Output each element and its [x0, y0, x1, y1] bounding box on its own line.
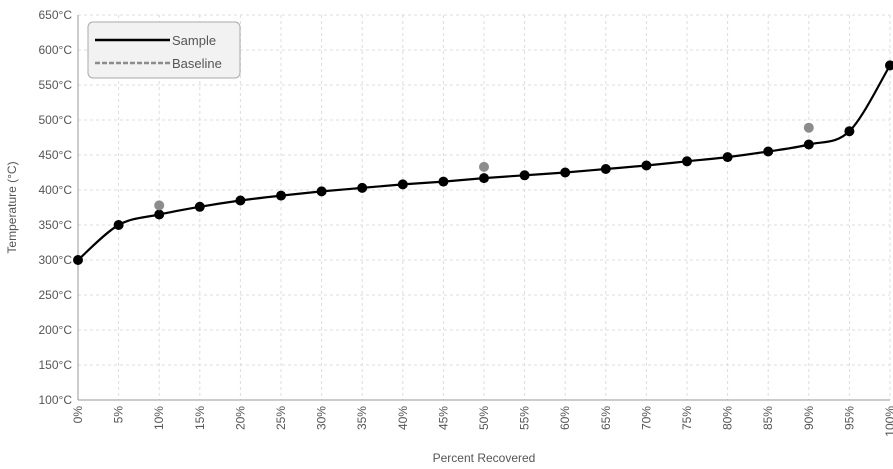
- series-layer: [73, 60, 893, 265]
- x-tick-label: 15%: [193, 406, 207, 430]
- x-tick-label: 60%: [558, 406, 572, 430]
- y-tick-label: 650°C: [39, 8, 73, 22]
- x-tick-label: 75%: [680, 406, 694, 430]
- y-tick-label: 500°C: [39, 113, 73, 127]
- data-point-sample: [763, 146, 774, 157]
- data-point-sample: [844, 126, 855, 137]
- x-tick-label: 40%: [396, 406, 410, 430]
- x-axis-title: Percent Recovered: [433, 451, 536, 465]
- data-point-sample: [113, 220, 124, 230]
- y-axis-title: Temperature (°C): [5, 161, 19, 253]
- x-tick-label: 0%: [71, 406, 85, 424]
- y-tick-label: 250°C: [39, 288, 73, 302]
- x-tick-label: 70%: [639, 406, 653, 430]
- y-tick-label: 550°C: [39, 78, 73, 92]
- y-tick-label: 350°C: [39, 218, 73, 232]
- x-tick-label: 45%: [436, 406, 450, 430]
- x-tick-label: 20%: [233, 406, 247, 430]
- data-point-sample: [560, 167, 571, 178]
- y-tick-label: 200°C: [39, 323, 73, 337]
- x-tick-label: 10%: [152, 406, 166, 430]
- data-point-sample: [316, 186, 327, 197]
- y-tick-label: 450°C: [39, 148, 73, 162]
- data-point-sample: [194, 201, 205, 212]
- y-tick-label: 400°C: [39, 183, 73, 197]
- y-tick-label: 150°C: [39, 358, 73, 372]
- axes: [77, 15, 890, 401]
- data-point-baseline: [154, 200, 165, 211]
- legend: Sample Baseline: [87, 21, 241, 79]
- data-point-sample: [154, 209, 165, 220]
- x-tick-label: 50%: [477, 406, 491, 430]
- grid: [77, 14, 891, 401]
- data-point-sample: [600, 164, 611, 174]
- x-tick-label: 5%: [112, 406, 126, 424]
- data-point-sample: [235, 195, 246, 206]
- y-tick-label: 300°C: [39, 253, 73, 267]
- x-tick-label: 35%: [355, 406, 369, 430]
- data-point-baseline: [479, 161, 489, 172]
- data-point-sample: [438, 176, 449, 187]
- data-point-sample: [722, 152, 733, 163]
- data-point-sample: [682, 156, 692, 167]
- y-tick-label: 600°C: [39, 43, 73, 57]
- data-point-sample: [885, 60, 893, 71]
- x-tick-label: 65%: [599, 406, 613, 430]
- data-point-baseline: [803, 122, 814, 133]
- legend-label-baseline: Baseline: [172, 56, 222, 71]
- x-tick-label: 30%: [315, 406, 329, 430]
- data-point-sample: [803, 139, 814, 150]
- data-point-sample: [73, 255, 83, 265]
- data-point-sample: [276, 190, 286, 201]
- y-axis-ticks: 650°C 600°C 550°C 500°C 450°C 400°C 350°C 300°C…: [39, 8, 73, 407]
- x-tick-label: 90%: [802, 406, 816, 430]
- x-axis-ticks: 0% 5% 10% 15% 20% 25% 30% 35% 40% 45% 50% 55% 60% 65%…: [71, 406, 893, 437]
- data-point-sample: [519, 170, 530, 181]
- data-point-sample: [479, 173, 489, 184]
- data-point-sample: [397, 179, 408, 190]
- y-tick-label: 100°C: [39, 393, 73, 407]
- x-tick-label: 85%: [761, 406, 775, 430]
- x-tick-label: 25%: [274, 406, 288, 430]
- x-tick-label: 95%: [842, 406, 856, 430]
- data-point-sample: [641, 160, 652, 171]
- x-tick-label: 100%: [883, 406, 893, 437]
- data-point-sample: [357, 182, 368, 193]
- legend-label-sample: Sample: [172, 33, 216, 48]
- x-tick-label: 80%: [721, 406, 735, 430]
- x-tick-label: 55%: [518, 406, 532, 430]
